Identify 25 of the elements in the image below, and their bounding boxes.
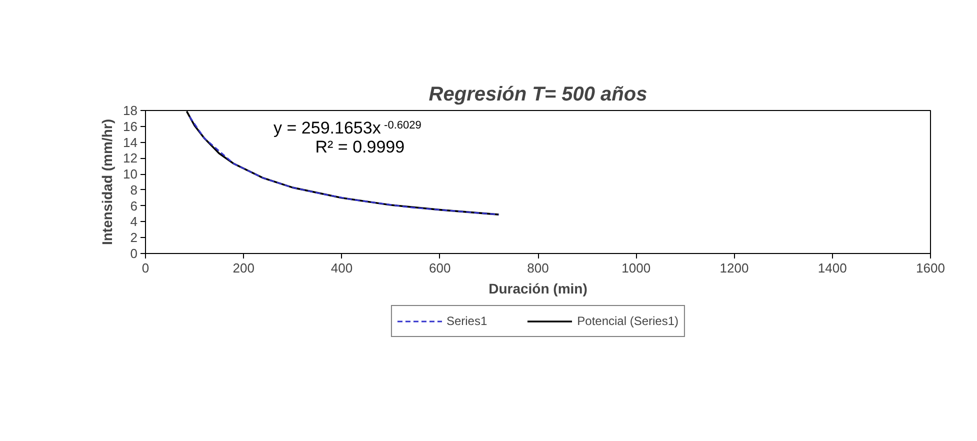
legend-label: Series1 xyxy=(446,314,488,328)
x-axis-title: Duración (min) xyxy=(488,280,588,296)
y-axis-title: Intensidad (mm/hr) xyxy=(99,118,116,246)
x-tick-label: 1600 xyxy=(916,260,945,276)
annotation: R² = 0.9999 xyxy=(315,138,405,157)
x-tick-label: 0 xyxy=(142,260,150,276)
y-tick-label: 2 xyxy=(130,230,138,246)
x-tick-label: 1000 xyxy=(622,260,651,276)
y-tick-label: 8 xyxy=(130,182,138,198)
legend-label: Potencial (Series1) xyxy=(577,314,679,328)
y-tick-label: 18 xyxy=(123,103,138,118)
x-tick-label: 400 xyxy=(330,260,353,276)
y-tick-label: 16 xyxy=(123,118,138,134)
y-tick-label: 12 xyxy=(123,150,138,166)
y-tick-label: 14 xyxy=(123,134,138,150)
y-tick-label: 0 xyxy=(130,246,138,261)
y-tick-label: 4 xyxy=(130,214,138,230)
x-tick-label: 1200 xyxy=(720,260,749,276)
x-tick-label: 200 xyxy=(232,260,254,276)
y-tick-label: 10 xyxy=(123,166,138,182)
x-tick-label: 1400 xyxy=(818,260,847,276)
x-tick-label: 800 xyxy=(527,260,549,276)
x-tick-label: 600 xyxy=(429,260,451,276)
y-tick-label: 6 xyxy=(130,198,138,214)
chart-title: Regresión T= 500 años xyxy=(428,84,648,106)
